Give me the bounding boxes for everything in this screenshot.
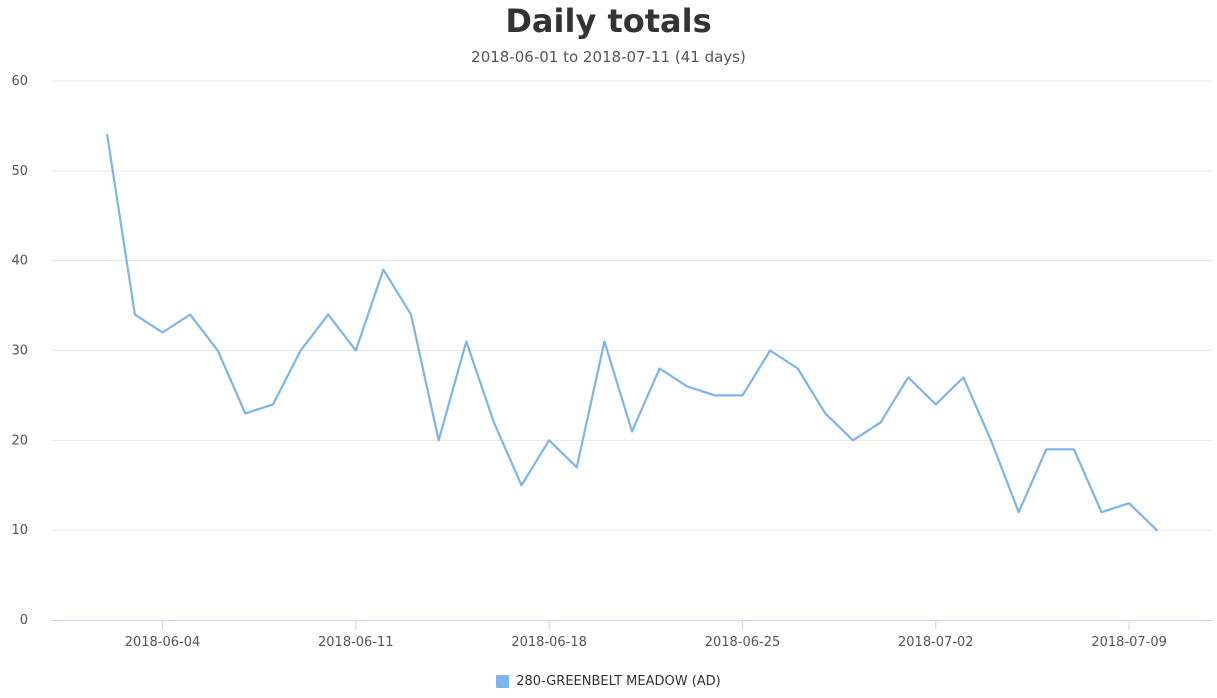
y-tick-label-60: 60 (11, 74, 28, 89)
data-point[interactable] (101, 129, 113, 141)
data-point[interactable] (350, 345, 362, 357)
chart-subtitle: 2018-06-01 to 2018-07-11 (41 days) (471, 48, 746, 66)
data-point[interactable] (322, 309, 334, 321)
data-point[interactable] (681, 380, 693, 392)
legend-label: 280-GREENBELT MEADOW (AD) (516, 674, 721, 689)
data-point[interactable] (819, 407, 831, 419)
data-point[interactable] (875, 416, 887, 428)
x-tick-label-4: 2018-07-02 (898, 635, 974, 650)
x-tick-label-5: 2018-07-09 (1091, 635, 1167, 650)
data-point[interactable] (957, 371, 969, 383)
data-point[interactable] (654, 362, 666, 374)
data-point[interactable] (377, 264, 389, 276)
y-tick-label-30: 30 (11, 344, 28, 359)
data-point[interactable] (709, 389, 721, 401)
legend[interactable]: 280-GREENBELT MEADOW (AD) (0, 674, 1217, 689)
data-point[interactable] (1013, 506, 1025, 518)
data-point[interactable] (460, 336, 472, 348)
data-point[interactable] (847, 434, 859, 446)
data-point[interactable] (212, 345, 224, 357)
y-tick-label-10: 10 (11, 523, 28, 538)
data-point[interactable] (488, 416, 500, 428)
data-point[interactable] (184, 309, 196, 321)
data-point[interactable] (1096, 506, 1108, 518)
data-point[interactable] (736, 389, 748, 401)
x-axis: 2018-06-04 2018-06-11 2018-06-18 2018-06-25… (52, 620, 1212, 650)
data-point[interactable] (295, 345, 307, 357)
x-tick-label-3: 2018-06-25 (705, 635, 781, 650)
x-tick-label-1: 2018-06-11 (318, 635, 394, 650)
data-point[interactable] (156, 327, 168, 339)
data-point[interactable] (405, 309, 417, 321)
data-point[interactable] (571, 461, 583, 473)
data-point[interactable] (1040, 443, 1052, 455)
data-point[interactable] (543, 434, 555, 446)
data-point[interactable] (433, 434, 445, 446)
data-point[interactable] (792, 362, 804, 374)
data-point[interactable] (267, 398, 279, 410)
data-point[interactable] (764, 345, 776, 357)
data-point[interactable] (902, 371, 914, 383)
y-tick-label-40: 40 (11, 254, 28, 269)
data-point[interactable] (626, 425, 638, 437)
chart-title: Daily totals (505, 2, 712, 40)
y-tick-label-20: 20 (11, 433, 28, 448)
data-point[interactable] (985, 434, 997, 446)
data-point[interactable] (930, 398, 942, 410)
data-point[interactable] (598, 336, 610, 348)
x-tick-label-2: 2018-06-18 (511, 635, 587, 650)
x-tick-label-0: 2018-06-04 (125, 635, 201, 650)
data-point[interactable] (129, 309, 141, 321)
data-point[interactable] (1068, 443, 1080, 455)
gridlines (52, 80, 1212, 531)
series-layer (101, 129, 1163, 536)
legend-swatch (496, 675, 510, 688)
series-line-0[interactable] (106, 133, 1158, 532)
data-point[interactable] (516, 479, 528, 491)
data-point[interactable] (239, 407, 251, 419)
data-point[interactable] (1151, 524, 1163, 536)
y-tick-label-0: 0 (20, 613, 28, 628)
y-axis: 0 10 20 30 40 50 60 (11, 74, 28, 628)
data-point[interactable] (1123, 497, 1135, 509)
y-tick-label-50: 50 (11, 164, 28, 179)
